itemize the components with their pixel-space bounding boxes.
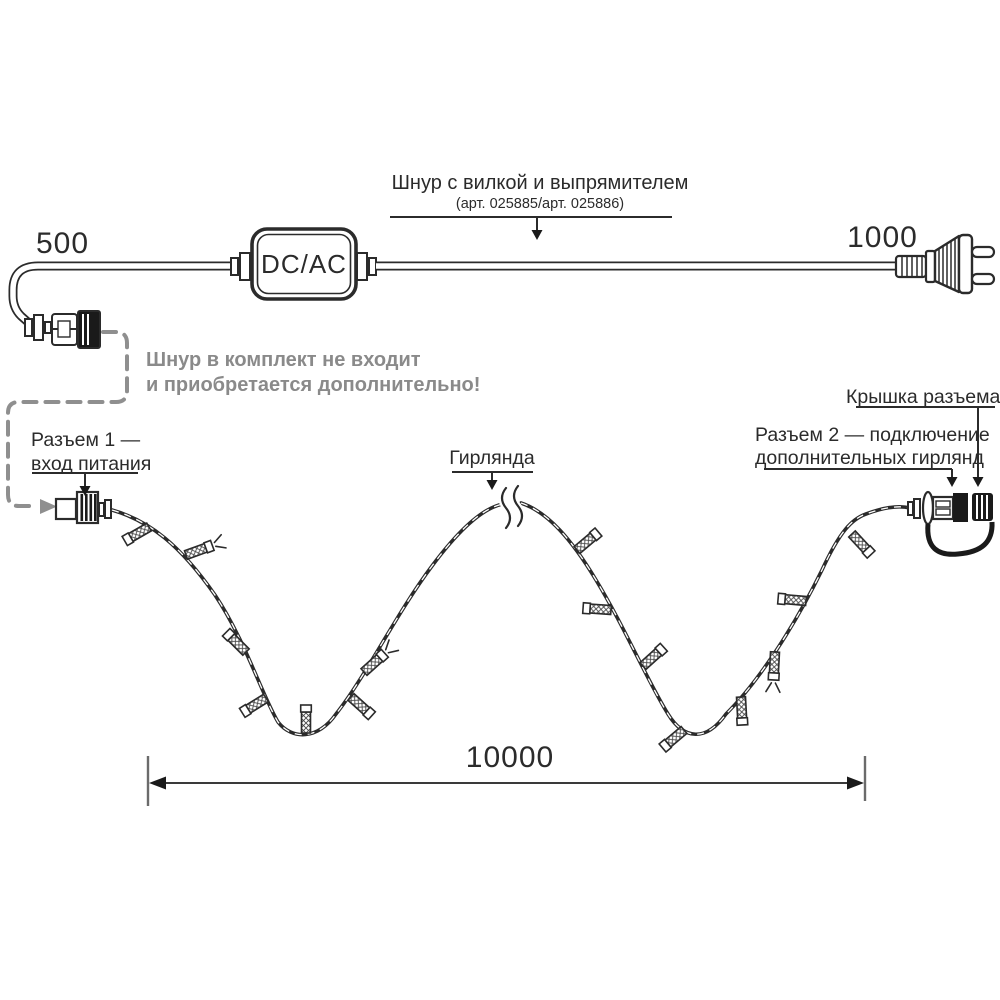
cord-callout-leader <box>390 216 672 240</box>
not-included-note: Шнур в комплект не входит и приобретаетс… <box>146 348 480 398</box>
connector2-label-line2: дополнительных гирлянд <box>755 447 984 469</box>
dashed-leader-line <box>6 330 129 514</box>
garland-length-label: 10000 <box>465 741 555 774</box>
down-arrow-icon <box>79 486 91 496</box>
cord-length-500-label: 500 <box>35 227 90 260</box>
down-arrow-icon <box>486 480 498 490</box>
garland-callout-leader <box>452 471 533 490</box>
connector1-label-line2: вход питания <box>31 453 152 475</box>
note-line-1: Шнур в комплект не входит <box>146 349 421 371</box>
dc-input-connector-icon <box>24 310 101 349</box>
down-arrow-icon <box>946 477 958 487</box>
cord-callout-sku: (арт. 025885/арт. 025886) <box>455 196 625 212</box>
cord-length-1000-label: 1000 <box>847 221 918 254</box>
garland-lamps <box>121 521 876 753</box>
gray-right-arrow-icon <box>40 499 57 514</box>
connector2-callout-leader <box>764 468 958 487</box>
connector-2-icon <box>907 490 995 557</box>
left-arrow-icon <box>149 776 166 790</box>
callout-garland: Гирлянда <box>449 447 535 469</box>
connector1-callout-leader <box>32 472 138 496</box>
down-arrow-icon <box>531 230 543 240</box>
callout-connector-1: Разъем 1 — вход питания <box>31 428 151 476</box>
down-arrow-icon <box>972 477 984 487</box>
power-plug-icon <box>894 233 996 295</box>
callout-connector-cap: Крышка разъема <box>846 386 1000 408</box>
dimension-line-10000 <box>146 756 867 806</box>
connector-1-icon <box>54 490 112 525</box>
right-arrow-icon <box>847 776 864 790</box>
connector2-label-line1: Разъем 2 — подключение <box>755 424 990 446</box>
cap-callout-leader <box>856 406 995 487</box>
cord-callout-title: Шнур с вилкой и выпрямителем <box>391 172 689 194</box>
connector-cap-icon <box>972 493 993 521</box>
wire-break-icon <box>498 483 526 531</box>
cap-tether-cord <box>925 521 995 557</box>
garland-wire-drawing <box>110 483 912 737</box>
note-line-2: и приобретается дополнительно! <box>146 374 481 396</box>
dc-ac-converter-label: DC/AC <box>261 248 347 279</box>
connector1-label-line1: Разъем 1 — <box>31 429 141 451</box>
power-cord-left-500 <box>8 261 233 328</box>
callout-connector-2: Разъем 2 — подключение дополнительных ги… <box>755 424 990 470</box>
dc-ac-converter-box <box>230 227 377 301</box>
